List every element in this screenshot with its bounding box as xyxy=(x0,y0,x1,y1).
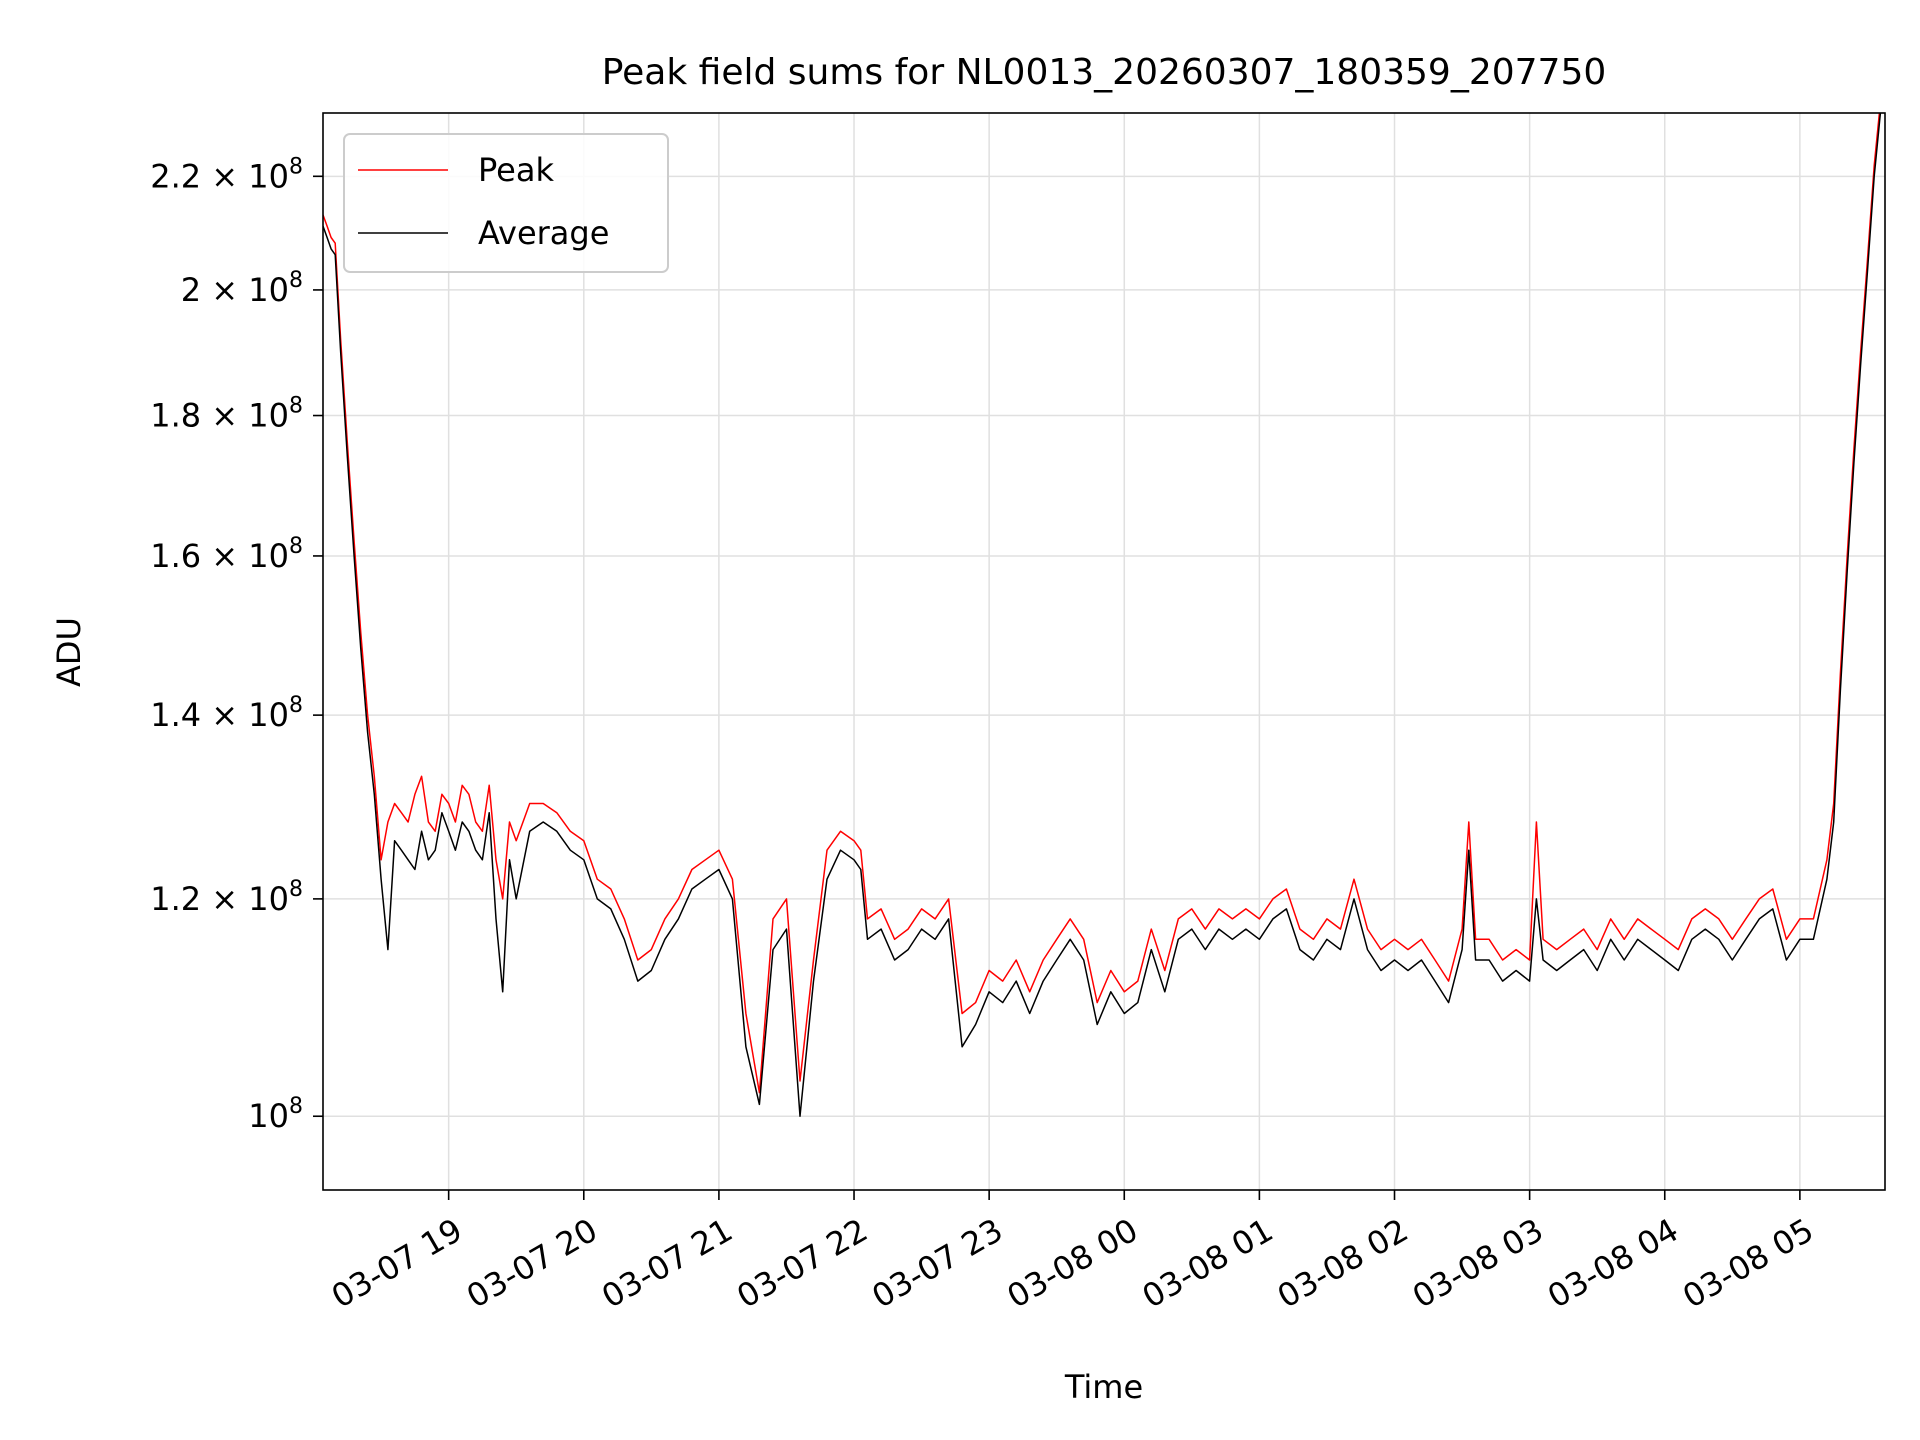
y-tick-label: 1.4 × 108 xyxy=(150,693,303,734)
series-line-peak xyxy=(323,113,1881,1094)
y-tick-mantissa: 1.6 × 10 xyxy=(150,537,289,575)
grid xyxy=(323,113,1885,1190)
legend-average-label: Average xyxy=(478,214,609,252)
y-tick-exponent: 8 xyxy=(289,877,303,902)
y-tick-mantissa: 2 × 10 xyxy=(181,271,289,309)
y-tick-mantissa: 10 xyxy=(248,1097,289,1135)
y-tick-mantissa: 2.2 × 10 xyxy=(150,157,289,195)
series-line-average xyxy=(323,113,1882,1117)
y-tick-label: 1.6 × 108 xyxy=(150,534,303,575)
y-tick-label: 2.2 × 108 xyxy=(150,154,303,195)
data-lines xyxy=(323,113,1882,1117)
y-tick-exponent: 8 xyxy=(289,154,303,179)
y-tick-label: 108 xyxy=(248,1094,303,1135)
chart-title: Peak field sums for NL0013_20260307_1803… xyxy=(602,52,1607,93)
y-tick-exponent: 8 xyxy=(289,1094,303,1119)
y-tick-exponent: 8 xyxy=(289,534,303,559)
y-tick-label: 1.8 × 108 xyxy=(150,394,303,435)
y-tick-exponent: 8 xyxy=(289,268,303,293)
x-axis-label: Time xyxy=(1064,1368,1143,1406)
y-tick-label: 1.2 × 108 xyxy=(150,877,303,918)
y-tick-mantissa: 1.4 × 10 xyxy=(150,696,289,734)
y-tick-exponent: 8 xyxy=(289,693,303,718)
y-axis-label: ADU xyxy=(50,617,88,687)
y-tick-label: 2 × 108 xyxy=(181,268,303,309)
y-tick-exponent: 8 xyxy=(289,394,303,419)
plot-frame xyxy=(322,112,1886,1191)
legend: Peak Average xyxy=(343,133,669,273)
y-tick-mantissa: 1.2 × 10 xyxy=(150,880,289,918)
y-tick-mantissa: 1.8 × 10 xyxy=(150,397,289,435)
legend-box xyxy=(343,133,669,273)
legend-peak-label: Peak xyxy=(478,151,554,189)
